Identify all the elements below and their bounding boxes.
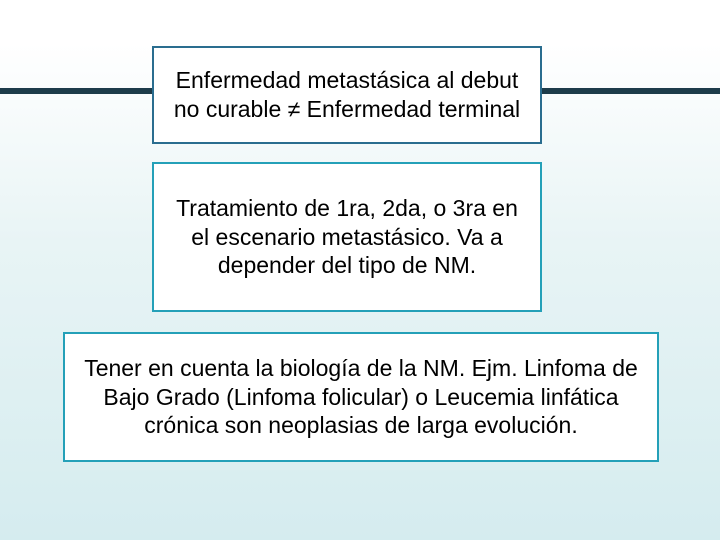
box-biology-note: Tener en cuenta la biología de la NM. Ej… [63,332,659,462]
box-treatment-lines: Tratamiento de 1ra, 2da, o 3ra en el esc… [152,162,542,312]
box-treatment-lines-text: Tratamiento de 1ra, 2da, o 3ra en el esc… [164,194,530,280]
box-biology-note-text: Tener en cuenta la biología de la NM. Ej… [75,354,647,440]
box-metastatic-disease-text: Enfermedad metastásica al debut no curab… [164,66,530,124]
box-metastatic-disease: Enfermedad metastásica al debut no curab… [152,46,542,144]
